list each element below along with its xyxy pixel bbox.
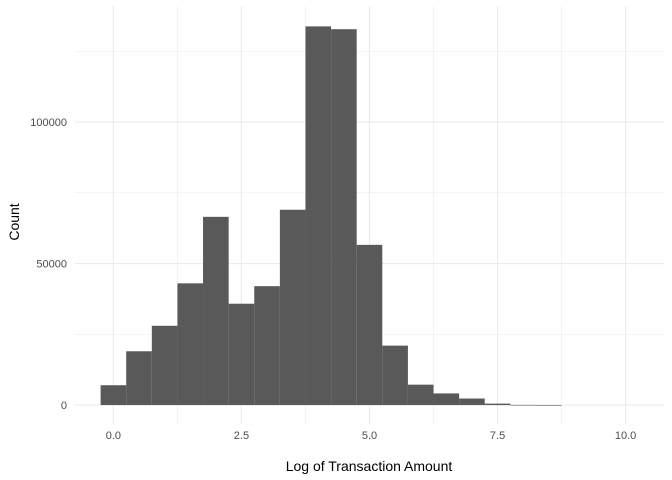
x-tick-label: 0.0 [106, 430, 121, 442]
x-tick-label: 2.5 [234, 430, 249, 442]
histogram-bar [382, 345, 408, 406]
y-tick-label: 50000 [36, 259, 67, 271]
tick-labels: 0.0 2.5 5.0 7.5 10.0 0 50000 100000 [30, 117, 636, 442]
histogram-bar [279, 209, 306, 406]
x-axis-title: Log of Transaction Amount [286, 458, 453, 474]
histogram-bar [305, 26, 332, 406]
histogram-bar [510, 404, 536, 406]
histogram-bar [356, 244, 383, 406]
y-tick-label: 0 [61, 400, 67, 412]
histogram-bar [484, 403, 511, 406]
y-tick-label: 100000 [30, 117, 67, 129]
histogram-bar [177, 283, 204, 406]
histogram-bar [100, 385, 127, 406]
x-tick-label: 5.0 [362, 430, 377, 442]
histogram-bars [100, 26, 562, 406]
histogram-bar [228, 303, 255, 406]
histogram-bar [151, 325, 178, 406]
x-tick-label: 7.5 [490, 430, 505, 442]
histogram-bar [254, 286, 280, 406]
histogram-bar [126, 351, 152, 406]
x-tick-label: 10.0 [615, 430, 636, 442]
histogram-bar [535, 405, 562, 406]
histogram-bar [203, 216, 229, 406]
histogram-bar [459, 398, 485, 406]
histogram-bar [407, 384, 434, 406]
y-axis-title: Count [6, 203, 22, 240]
histogram-bar [433, 393, 460, 406]
histogram-bar [331, 29, 357, 406]
